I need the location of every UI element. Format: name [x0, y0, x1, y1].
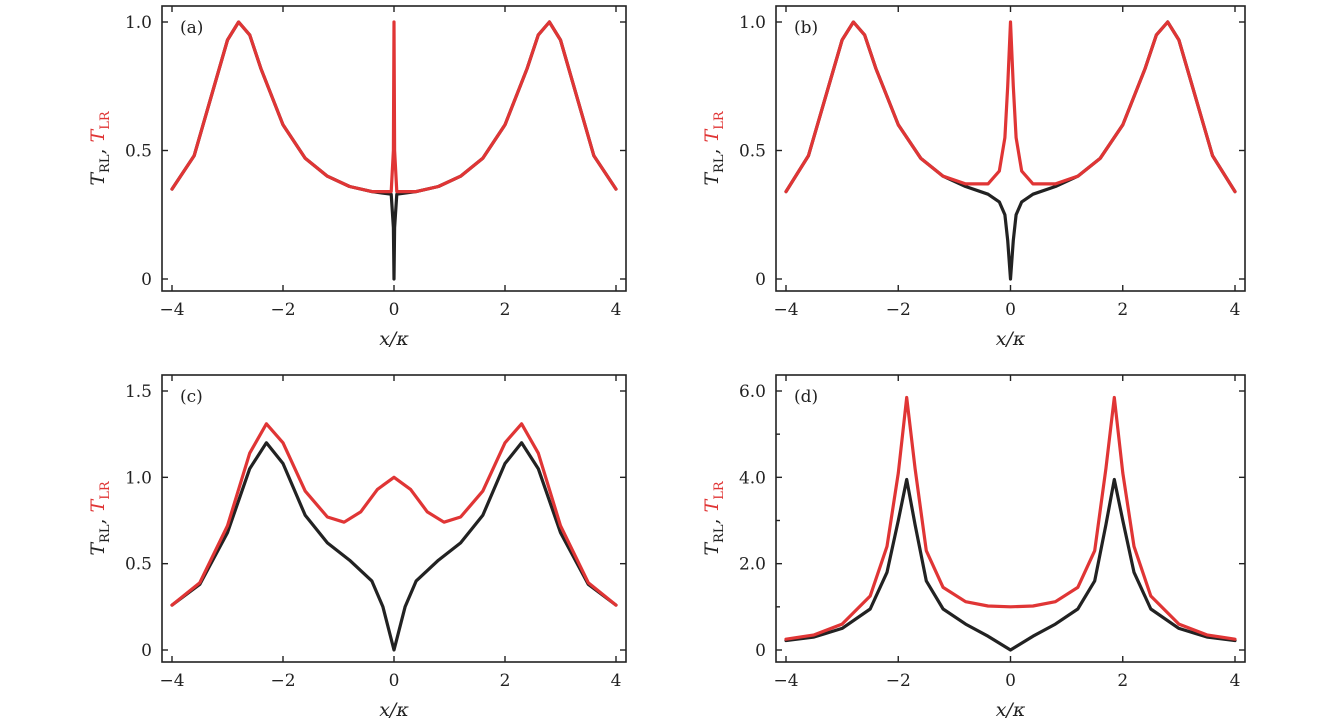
y-tick-label: 1.0: [125, 468, 152, 488]
x-tick-label: −2: [886, 671, 911, 691]
x-tick-label: −4: [159, 671, 184, 691]
x-tick-label: 2: [500, 671, 511, 691]
x-tick-label: 0: [1005, 300, 1016, 320]
x-tick-label: −2: [270, 300, 295, 320]
x-tick-label: 4: [611, 300, 622, 320]
y-tick-label: 0.5: [125, 555, 152, 575]
x-tick-label: −2: [270, 671, 295, 691]
y-tick-label: 1.5: [125, 382, 152, 402]
x-tick-label: 2: [1117, 300, 1128, 320]
y-tick-label: 0: [141, 270, 152, 290]
x-tick-label: −2: [886, 300, 911, 320]
y-axis-label: TRL, TLR: [87, 480, 113, 556]
series-line-tlr: [784, 395, 1237, 641]
x-axis-label: x/κ: [379, 328, 409, 350]
y-tick-label: 0: [755, 641, 766, 661]
x-tick-label: 4: [1230, 671, 1241, 691]
series-line-tlr: [170, 20, 618, 194]
y-axis-label: TRL, TLR: [87, 110, 113, 186]
chart-panel: −4 −2 0 2 4 0 2.0 4.0 6.0 (d) x/κ TRL, TLR: [701, 374, 1246, 721]
x-tick-label: 0: [1005, 671, 1016, 691]
panel-label: (b): [794, 18, 818, 38]
y-tick-label: 0.5: [739, 142, 766, 162]
panel-label: (a): [180, 18, 203, 38]
x-tick-label: 0: [389, 300, 400, 320]
y-tick-label: 0: [141, 641, 152, 661]
y-axis-label: TRL, TLR: [701, 480, 727, 556]
x-tick-label: 4: [1230, 300, 1241, 320]
panel-label: (c): [180, 387, 203, 407]
x-axis-label: x/κ: [996, 328, 1026, 350]
x-tick-label: 2: [1117, 671, 1128, 691]
x-tick-label: −4: [159, 300, 184, 320]
series-line-trl: [170, 441, 618, 652]
x-tick-label: 0: [389, 671, 400, 691]
x-axis-label: x/κ: [996, 699, 1026, 721]
chart-panel: −4 −2 0 2 4 0 0.5 1.0 (b) x/κ TRL, TLR: [701, 5, 1246, 350]
series-line-tlr: [784, 20, 1237, 194]
y-tick-label: 1.0: [125, 13, 152, 33]
y-tick-label: 4.0: [739, 468, 766, 488]
y-axis-label: TRL, TLR: [701, 110, 727, 186]
x-tick-label: −4: [773, 300, 798, 320]
series-line-tlr: [170, 422, 618, 607]
y-tick-label: 0: [755, 270, 766, 290]
chart-panel: −4 −2 0 2 4 0 0.5 1.0 1.5 (c) x/κ TRL, TLR: [87, 374, 627, 721]
y-tick-label: 0.5: [125, 142, 152, 162]
x-tick-label: 4: [611, 671, 622, 691]
series-line-trl: [784, 20, 1237, 281]
x-tick-label: 2: [500, 300, 511, 320]
panel-label: (d): [794, 387, 818, 407]
y-tick-label: 1.0: [739, 13, 766, 33]
y-tick-label: 6.0: [739, 382, 766, 402]
x-tick-label: −4: [773, 671, 798, 691]
x-axis-label: x/κ: [379, 699, 409, 721]
series-line-trl: [784, 477, 1237, 652]
chart-panel: −4 −2 0 2 4 0 0.5 1.0 (a) x/κ TRL, TLR: [87, 5, 627, 350]
y-tick-label: 2.0: [739, 555, 766, 575]
